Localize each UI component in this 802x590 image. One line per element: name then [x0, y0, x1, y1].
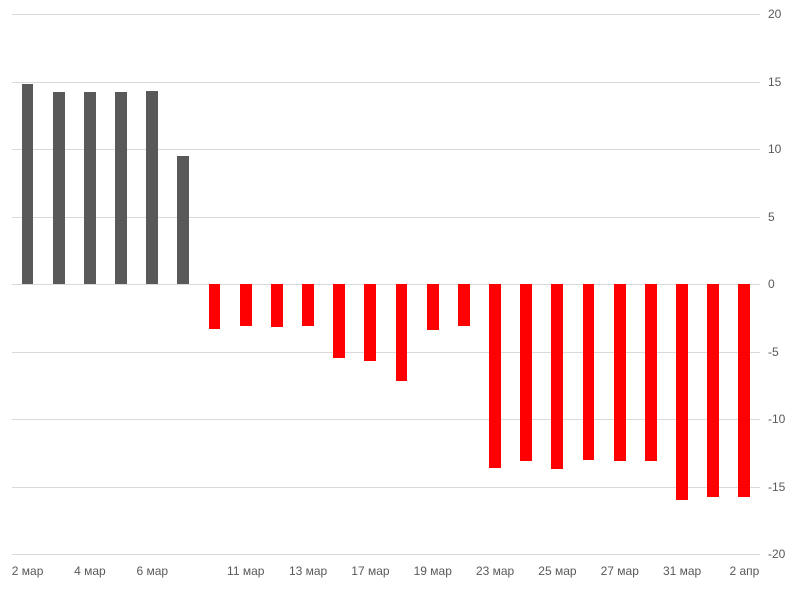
bar	[427, 284, 439, 330]
gridline	[12, 82, 760, 83]
x-tick-label: 19 мар	[414, 564, 452, 578]
bar	[364, 284, 376, 361]
bar	[177, 156, 189, 284]
bar	[489, 284, 501, 468]
bar	[53, 92, 65, 284]
bar	[22, 84, 34, 284]
bar	[707, 284, 719, 497]
bar	[738, 284, 750, 497]
y-tick-label: 20	[768, 7, 798, 21]
bar	[645, 284, 657, 461]
x-tick-label: 2 мар	[12, 564, 44, 578]
x-tick-label: 13 мар	[289, 564, 327, 578]
bar	[333, 284, 345, 358]
bar	[458, 284, 470, 326]
gridline	[12, 554, 760, 555]
bar	[240, 284, 252, 326]
bar	[551, 284, 563, 469]
bar	[115, 92, 127, 284]
bar	[302, 284, 314, 326]
x-tick-label: 25 мар	[538, 564, 576, 578]
y-tick-label: -15	[768, 480, 798, 494]
x-tick-label: 27 мар	[601, 564, 639, 578]
bar	[583, 284, 595, 460]
x-tick-label: 23 мар	[476, 564, 514, 578]
y-tick-label: 15	[768, 75, 798, 89]
bar	[209, 284, 221, 329]
y-tick-label: 5	[768, 210, 798, 224]
x-tick-label: 6 мар	[136, 564, 168, 578]
x-tick-label: 11 мар	[227, 564, 264, 578]
bar	[146, 91, 158, 284]
x-tick-label: 17 мар	[351, 564, 389, 578]
bar-chart: 20 15 10 5 0 -5 -10 -15 -20 2 мар 4 мар 6 мар 11 мар…	[0, 0, 802, 590]
bar	[84, 92, 96, 284]
y-tick-label: 0	[768, 277, 798, 291]
gridline	[12, 487, 760, 488]
gridline	[12, 14, 760, 15]
bar	[676, 284, 688, 500]
y-tick-label: -5	[768, 345, 798, 359]
bar	[614, 284, 626, 461]
y-tick-label: -10	[768, 412, 798, 426]
x-tick-label: 4 мар	[74, 564, 106, 578]
bar	[271, 284, 283, 327]
bar	[520, 284, 532, 461]
y-tick-label: -20	[768, 547, 798, 561]
x-tick-label: 31 мар	[663, 564, 701, 578]
plot-area	[12, 14, 760, 554]
y-tick-label: 10	[768, 142, 798, 156]
bar	[396, 284, 408, 381]
x-tick-label: 2 апр	[729, 564, 759, 578]
